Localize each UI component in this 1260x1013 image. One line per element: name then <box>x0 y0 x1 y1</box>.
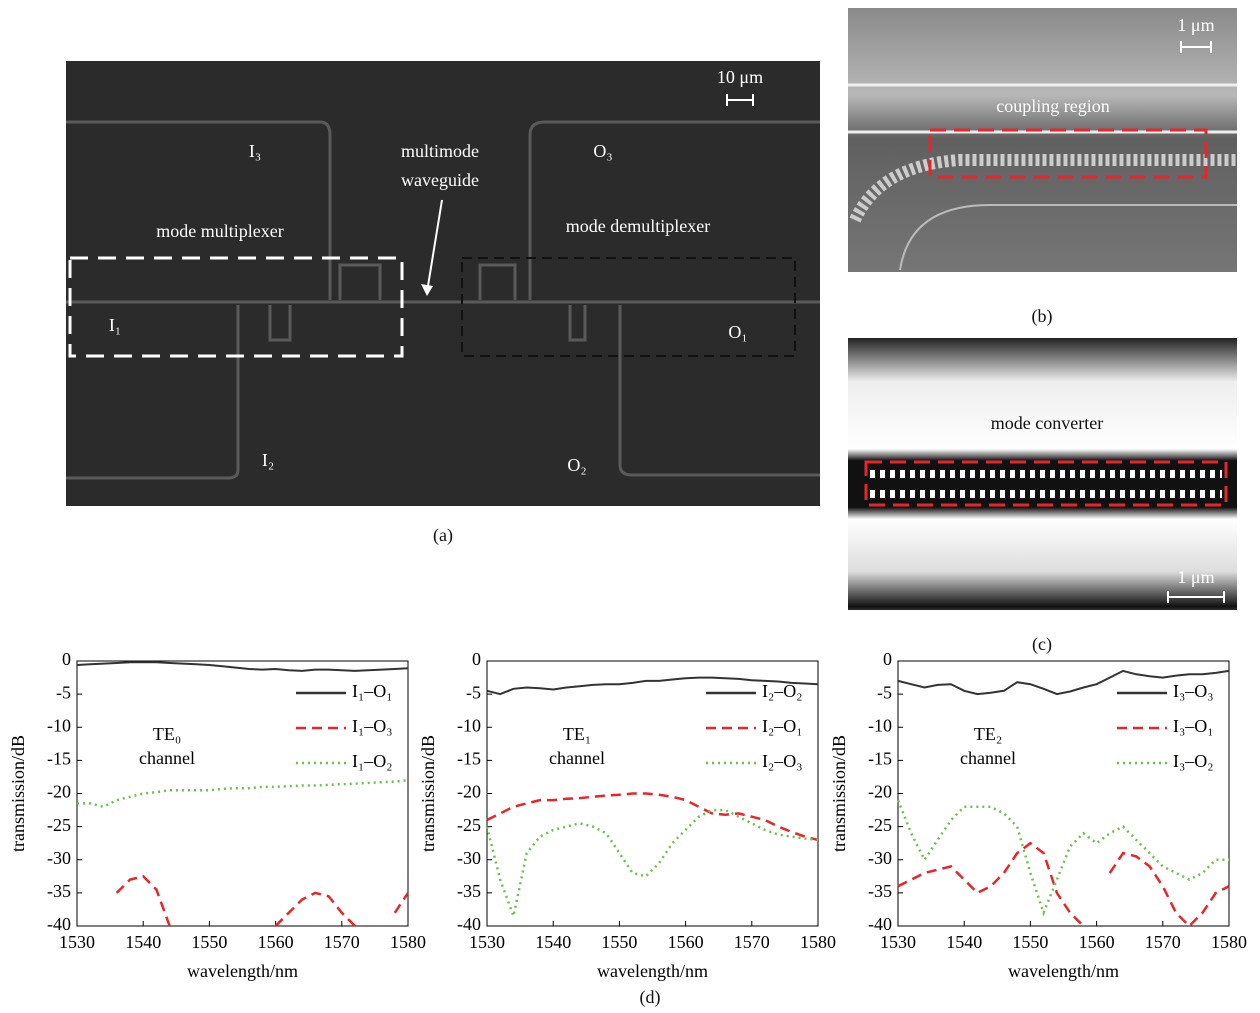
x-tick-label: 1570 <box>1145 932 1181 952</box>
label: waveguide <box>401 170 479 190</box>
y-tick-label: -20 <box>457 782 481 802</box>
port-label: I₁ <box>109 315 121 335</box>
x-tick-label: 1550 <box>1012 932 1048 952</box>
y-tick-label: 0 <box>472 649 481 669</box>
series-line <box>115 874 410 927</box>
legend-label: I₃–O₃ <box>1173 681 1214 701</box>
legend-label: I₂–O₃ <box>762 751 803 771</box>
legend-label: I₁–O₂ <box>352 751 393 771</box>
annotation: channel <box>549 748 605 768</box>
x-tick-label: 1560 <box>258 932 294 952</box>
label: mode converter <box>991 413 1103 433</box>
legend-label: I₃–O₂ <box>1173 751 1214 771</box>
y-tick-label: -10 <box>868 715 892 735</box>
series-line <box>76 661 409 672</box>
y-axis-label: transmission/dB <box>8 735 28 852</box>
caption: (b) <box>1032 306 1053 327</box>
scale-label: 1 μm <box>1177 567 1214 587</box>
y-tick-label: -5 <box>466 682 481 702</box>
sem-image-b: 1 μm coupling region (b) <box>848 8 1237 327</box>
scale-label: 1 μm <box>1177 15 1214 35</box>
x-tick-label: 1530 <box>469 932 505 952</box>
port-label: O₂ <box>567 455 586 475</box>
x-tick-label: 1580 <box>390 932 426 952</box>
caption: (a) <box>433 525 453 546</box>
y-tick-label: -35 <box>47 881 71 901</box>
sem-image-a: 10 μm I₃ multimode waveguide O₃ mode mul… <box>66 61 820 546</box>
y-tick-label: -10 <box>457 715 481 735</box>
y-tick-label: -40 <box>868 914 892 934</box>
x-tick-label: 1530 <box>59 932 95 952</box>
caption: (d) <box>640 987 661 1008</box>
x-tick-label: 1540 <box>946 932 982 952</box>
y-tick-label: -35 <box>457 881 481 901</box>
y-tick-label: -15 <box>868 749 892 769</box>
series-line <box>486 792 819 842</box>
series-line <box>896 799 1229 917</box>
y-tick-label: -25 <box>47 815 71 835</box>
x-tick-label: 1540 <box>535 932 571 952</box>
x-tick-label: 1550 <box>191 932 227 952</box>
x-tick-label: 1530 <box>880 932 916 952</box>
annotation: channel <box>960 748 1016 768</box>
annotation: TE₀ <box>153 724 181 744</box>
x-tick-label: 1580 <box>1211 932 1247 952</box>
sem-image-c: mode converter 1 μm (c) <box>848 338 1237 655</box>
port-label: I₂ <box>262 450 274 470</box>
scale-label: 10 μm <box>717 67 763 87</box>
x-tick-label: 1570 <box>324 932 360 952</box>
x-axis-label: wavelength/nm <box>597 961 708 981</box>
y-axis-label: transmission/dB <box>418 735 438 852</box>
x-axis-label: wavelength/nm <box>1008 961 1119 981</box>
label: multimode <box>401 141 479 161</box>
port-label: O₁ <box>728 322 747 342</box>
annotation: TE₁ <box>563 724 591 744</box>
label: mode multiplexer <box>156 221 283 241</box>
y-tick-label: -25 <box>868 815 892 835</box>
caption: (c) <box>1032 634 1052 655</box>
x-tick-label: 1540 <box>125 932 161 952</box>
y-axis-label: transmission/dB <box>829 735 849 852</box>
x-tick-label: 1570 <box>734 932 770 952</box>
series-line <box>485 808 819 921</box>
legend-label: I₂–O₁ <box>762 716 803 736</box>
y-tick-label: -5 <box>877 682 892 702</box>
y-tick-label: -5 <box>56 682 71 702</box>
y-tick-label: -30 <box>457 848 481 868</box>
legend-label: I₃–O₁ <box>1173 716 1214 736</box>
legend-label: I₁–O₃ <box>352 716 393 736</box>
series-line <box>897 669 1230 696</box>
y-tick-label: -15 <box>457 749 481 769</box>
y-tick-label: -40 <box>457 914 481 934</box>
y-tick-label: 0 <box>62 649 71 669</box>
x-tick-label: 1550 <box>601 932 637 952</box>
port-label: O₃ <box>593 141 612 161</box>
port-label: I₃ <box>249 141 261 161</box>
y-tick-label: -10 <box>47 715 71 735</box>
y-tick-label: -25 <box>457 815 481 835</box>
series-line <box>486 676 819 696</box>
label: mode demultiplexer <box>566 216 710 236</box>
label: coupling region <box>996 96 1109 116</box>
legend-label: I₂–O₂ <box>762 681 803 701</box>
y-tick-label: -20 <box>47 782 71 802</box>
y-tick-label: -20 <box>868 782 892 802</box>
series-line <box>77 779 409 809</box>
x-tick-label: 1580 <box>800 932 836 952</box>
y-tick-label: -40 <box>47 914 71 934</box>
legend-label: I₁–O₁ <box>352 681 393 701</box>
y-tick-label: -35 <box>868 881 892 901</box>
x-axis-label: wavelength/nm <box>187 961 298 981</box>
x-tick-label: 1560 <box>668 932 704 952</box>
y-tick-label: -15 <box>47 749 71 769</box>
series-line <box>897 841 1230 928</box>
annotation: TE₂ <box>974 724 1002 744</box>
x-tick-label: 1560 <box>1079 932 1115 952</box>
y-tick-label: 0 <box>883 649 892 669</box>
y-tick-label: -30 <box>868 848 892 868</box>
annotation: channel <box>139 748 195 768</box>
y-tick-label: -30 <box>47 848 71 868</box>
